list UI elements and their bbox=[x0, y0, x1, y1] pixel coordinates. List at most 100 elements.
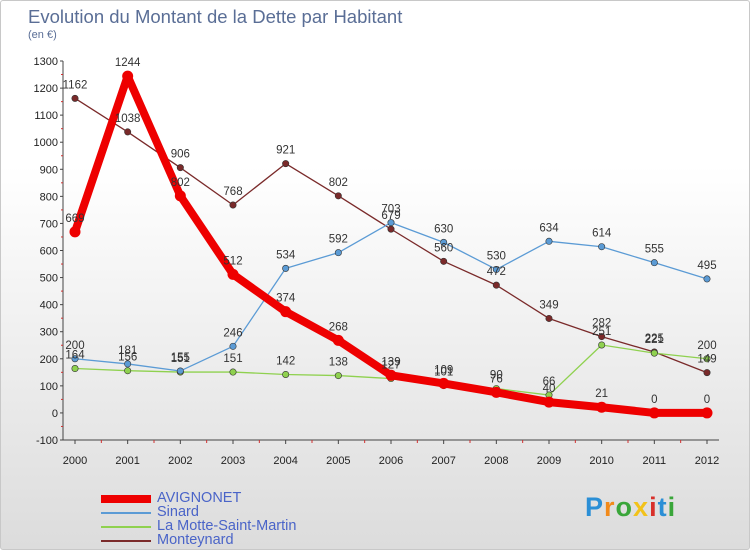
x-tick-label: 2010 bbox=[589, 455, 613, 467]
y-tick-label: 200 bbox=[40, 354, 58, 366]
y-tick-label: 900 bbox=[40, 164, 58, 176]
data-point bbox=[387, 219, 395, 227]
data-label: 101 bbox=[434, 367, 453, 379]
x-tick-label: 2004 bbox=[273, 455, 297, 467]
x-tick-label: 2003 bbox=[221, 455, 245, 467]
data-point bbox=[71, 365, 79, 373]
data-point bbox=[440, 257, 448, 265]
data-label: 349 bbox=[539, 299, 558, 311]
data-point bbox=[334, 249, 342, 257]
data-point bbox=[545, 314, 553, 322]
x-tick-label: 2005 bbox=[326, 455, 350, 467]
x-tick-label: 2007 bbox=[431, 455, 455, 467]
data-label: 512 bbox=[223, 255, 242, 267]
legend-label: Sinard bbox=[157, 504, 199, 520]
legend-swatch bbox=[101, 540, 151, 542]
data-point bbox=[176, 164, 184, 172]
data-label: 139 bbox=[381, 356, 400, 368]
data-point bbox=[438, 377, 450, 389]
data-point bbox=[545, 237, 553, 245]
logo-letter: P bbox=[585, 492, 605, 522]
data-label: 138 bbox=[329, 357, 348, 369]
series-line-3 bbox=[74, 97, 708, 374]
data-point bbox=[124, 367, 132, 375]
data-label: 149 bbox=[697, 354, 716, 366]
data-point bbox=[598, 243, 606, 251]
y-tick-label: -100 bbox=[36, 435, 58, 447]
data-label: 151 bbox=[223, 353, 242, 365]
data-label: 109 bbox=[434, 364, 453, 376]
x-tick-label: 2012 bbox=[695, 455, 719, 467]
data-point bbox=[701, 407, 713, 419]
data-point bbox=[492, 265, 500, 273]
x-tick-label: 2006 bbox=[379, 455, 403, 467]
data-label: 155 bbox=[171, 352, 190, 364]
data-label: 614 bbox=[592, 228, 612, 240]
data-point bbox=[229, 368, 237, 376]
data-point bbox=[229, 201, 237, 209]
legend-swatch bbox=[101, 495, 151, 503]
data-point bbox=[174, 190, 186, 202]
y-tick-label: 700 bbox=[40, 218, 58, 230]
data-point bbox=[385, 369, 397, 381]
y-tick-label: 100 bbox=[40, 381, 58, 393]
legend-label: AVIGNONET bbox=[157, 490, 242, 506]
data-label: 156 bbox=[118, 352, 137, 364]
data-label: 0 bbox=[651, 394, 657, 406]
legend-swatch bbox=[101, 512, 151, 514]
data-point bbox=[440, 238, 448, 246]
data-point bbox=[227, 268, 239, 280]
data-label: 630 bbox=[434, 223, 453, 235]
data-label: 374 bbox=[276, 293, 296, 305]
axes: -100010020030040050060070080090010001100… bbox=[34, 56, 720, 467]
unit-label: (en €) bbox=[28, 29, 57, 41]
data-point bbox=[282, 264, 290, 272]
data-point bbox=[122, 70, 134, 82]
data-label: 1162 bbox=[63, 79, 88, 91]
data-point bbox=[229, 342, 237, 350]
data-label: 66 bbox=[543, 376, 556, 388]
data-point bbox=[280, 306, 292, 318]
x-tick-label: 2000 bbox=[63, 455, 87, 467]
legend-label: La Motte-Saint-Martin bbox=[157, 518, 297, 534]
data-label: 1244 bbox=[115, 57, 141, 69]
data-label: 268 bbox=[329, 321, 348, 333]
data-label: 472 bbox=[487, 266, 506, 278]
series-line-1 bbox=[74, 221, 708, 372]
data-label: 21 bbox=[595, 388, 608, 400]
legend-swatch bbox=[101, 526, 151, 528]
proxiti-logo: Proxiti bbox=[585, 492, 676, 523]
chart-title: Evolution du Montant de la Dette par Hab… bbox=[28, 6, 403, 27]
data-point bbox=[387, 225, 395, 233]
x-tick-label: 2001 bbox=[115, 455, 139, 467]
data-point bbox=[124, 128, 132, 136]
data-label: 1038 bbox=[115, 113, 141, 125]
data-label: 669 bbox=[65, 213, 84, 225]
x-tick-label: 2009 bbox=[537, 455, 561, 467]
data-label: 802 bbox=[171, 177, 190, 189]
data-label: 534 bbox=[276, 249, 296, 261]
data-label: 151 bbox=[171, 353, 190, 365]
y-tick-label: 1000 bbox=[34, 137, 58, 149]
x-tick-label: 2008 bbox=[484, 455, 508, 467]
y-tick-label: 1200 bbox=[34, 83, 58, 95]
data-label: 142 bbox=[276, 355, 295, 367]
data-label: 251 bbox=[592, 326, 611, 338]
data-point bbox=[703, 275, 711, 283]
data-label: 555 bbox=[645, 244, 664, 256]
data-point bbox=[648, 407, 660, 419]
data-point bbox=[703, 355, 711, 363]
data-point bbox=[69, 226, 81, 238]
data-label: 200 bbox=[65, 340, 84, 352]
x-tick-label: 2011 bbox=[643, 455, 667, 467]
data-label: 40 bbox=[543, 383, 556, 395]
y-tick-label: 600 bbox=[40, 246, 58, 258]
data-label: 768 bbox=[223, 186, 242, 198]
data-point bbox=[650, 259, 658, 267]
data-label: 495 bbox=[697, 260, 716, 272]
data-label: 90 bbox=[490, 370, 503, 382]
y-tick-label: 300 bbox=[40, 327, 58, 339]
logo-letter: x bbox=[633, 492, 650, 522]
